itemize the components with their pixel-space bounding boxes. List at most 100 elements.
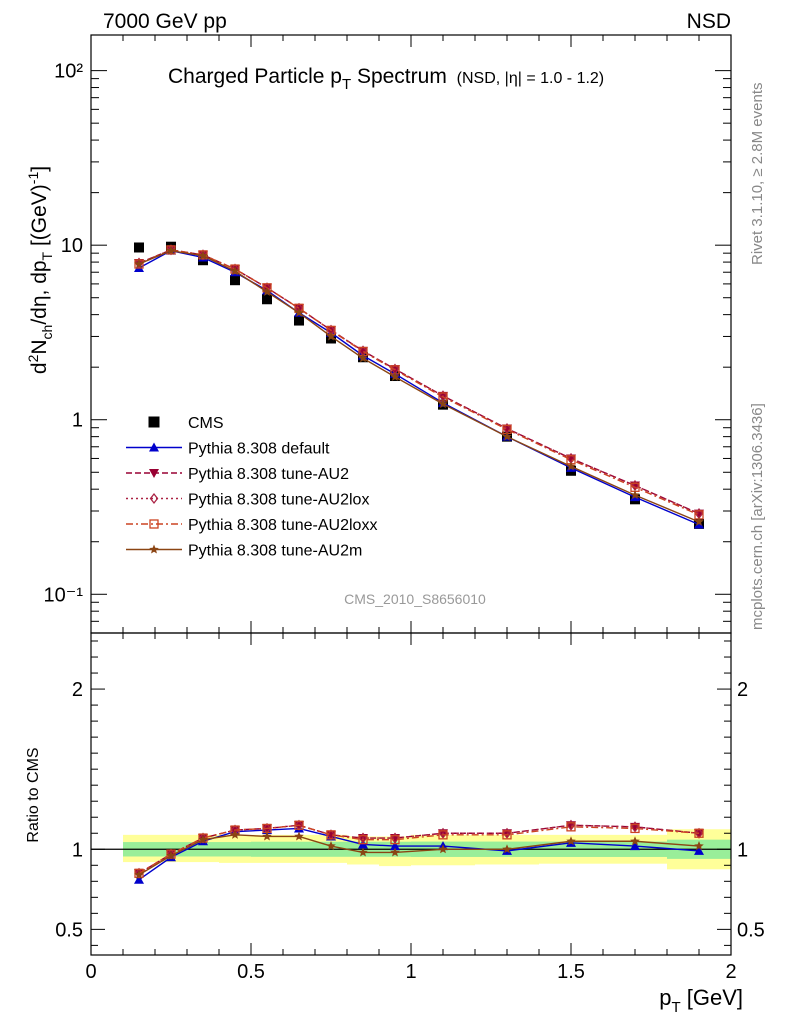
data-point: [262, 286, 272, 296]
y-tick-label-left: 0.5: [55, 919, 83, 941]
legend-label: Pythia 8.308 tune-AU2loxx: [188, 517, 377, 534]
legend-item: CMS: [148, 415, 224, 432]
legend: CMS Pythia 8.308 default Pythia 8.308 tune…: [126, 415, 377, 560]
data-point: [230, 275, 240, 286]
series-0: [134, 241, 704, 529]
series-line: [138, 824, 700, 874]
series-line: [138, 249, 700, 516]
data-point: [630, 821, 640, 833]
series-line: [138, 249, 700, 526]
data-point: [326, 331, 336, 341]
ratio-panel: 0 0.5 1 1.5 20.5 0.51 12 2 Ratio to CMS pT [GeV…: [25, 632, 765, 1016]
legend-marker: [149, 519, 159, 529]
y-tick-label: 10²: [54, 61, 83, 83]
data-point: [326, 841, 336, 851]
y-tick-label: 10⁻¹: [44, 584, 84, 606]
header-right: NSD: [687, 10, 731, 33]
data-point: [438, 830, 448, 840]
y-tick-label-right: 2: [737, 679, 748, 701]
data-point: [390, 841, 400, 851]
data-point: [134, 242, 144, 253]
data-point: [566, 836, 576, 846]
data-point: [294, 315, 304, 326]
x-axis-label: pT [GeV]: [659, 985, 743, 1016]
legend-item: Pythia 8.308 tune-AU2loxx: [126, 517, 377, 534]
legend-marker: [149, 469, 159, 478]
series-5: [134, 245, 704, 526]
x-tick-label: 1.5: [557, 961, 585, 983]
x-tick-label: 0: [85, 961, 96, 983]
legend-label: Pythia 8.308 default: [188, 441, 330, 458]
legend-marker: [149, 544, 159, 554]
legend-item: Pythia 8.308 tune-AU2m: [126, 543, 362, 560]
data-point: [358, 832, 368, 844]
x-tick-label: 2: [725, 961, 736, 983]
y-tick-label-left: 2: [72, 679, 83, 701]
data-point: [198, 834, 208, 844]
data-point: [358, 835, 368, 845]
spectrum-axis-ticks: 10⁻¹ 1 10 10²: [44, 35, 732, 634]
data-point: [630, 841, 640, 851]
data-point: [566, 461, 576, 471]
series-line: [138, 249, 700, 515]
data-point: [502, 431, 512, 441]
legend-label: Pythia 8.308 tune-AU2m: [188, 543, 362, 560]
data-point: [566, 822, 576, 832]
data-point: [502, 830, 512, 840]
y-tick-label: 1: [72, 410, 83, 432]
data-point: [630, 479, 640, 492]
data-point: [694, 845, 704, 855]
legend-label: Pythia 8.308 tune-AU2lox: [188, 492, 369, 509]
svg-text:d2Nch/dη, dpT [(GeV)-1]: d2Nch/dη, dpT [(GeV)-1]: [25, 166, 55, 374]
series-3: [134, 820, 704, 878]
data-point: [358, 847, 368, 857]
data-point: [694, 516, 704, 526]
data-point: [294, 820, 304, 830]
data-point: [294, 831, 304, 841]
data-point: [134, 869, 144, 879]
data-point: [390, 832, 400, 844]
mcplots-label: mcplots.cern.ch [arXiv:1306.3436]: [749, 403, 766, 630]
data-point: [390, 835, 400, 845]
legend-label: Pythia 8.308 tune-AU2: [188, 466, 349, 483]
data-point: [198, 833, 208, 843]
y-tick-label-left: 1: [72, 839, 83, 861]
ratio-axis-ticks: 0 0.5 1 1.5 20.5 0.51 12 2: [55, 633, 765, 983]
ratio-frame: [90, 632, 732, 956]
data-point: [230, 266, 240, 276]
legend-item: Pythia 8.308 tune-AU2: [126, 466, 349, 483]
title-small: (NSD, |η| = 1.0 - 1.2): [457, 70, 604, 87]
spectrum-panel: 10⁻¹ 1 10 10² Charged Particle pT Spectrum …: [25, 34, 732, 634]
legend-marker: [148, 416, 160, 428]
series-line: [138, 827, 700, 881]
series-line: [138, 249, 700, 523]
chart-title: Charged Particle pT Spectrum (NSD, |η| =…: [168, 65, 604, 93]
y-tick-label-right: 1: [737, 839, 748, 861]
series-4: [134, 829, 704, 879]
y-tick-label: 10: [61, 235, 83, 257]
data-point: [262, 831, 272, 841]
title-tail: Spectrum: [351, 65, 447, 88]
legend-item: Pythia 8.308 tune-AU2lox: [126, 492, 369, 509]
data-point: [502, 844, 512, 854]
legend-marker: [149, 492, 159, 505]
data-point: [566, 819, 576, 831]
data-point: [134, 259, 144, 269]
data-point: [230, 829, 240, 839]
data-point: [694, 828, 704, 838]
data-point: [438, 844, 448, 854]
data-point: [262, 294, 272, 305]
data-point: [694, 841, 704, 851]
data-point: [358, 353, 368, 363]
x-tick-label: 1: [405, 961, 416, 983]
data-point: [630, 490, 640, 500]
data-point: [390, 847, 400, 857]
legend-label: CMS: [188, 415, 224, 432]
title-main: Charged Particle p: [168, 65, 342, 88]
data-point: [166, 245, 176, 255]
rivet-label: Rivet 3.1.10, ≥ 2.8M events: [749, 83, 766, 266]
data-point: [438, 827, 448, 839]
series-line: [138, 824, 700, 874]
data-point: [134, 874, 144, 884]
